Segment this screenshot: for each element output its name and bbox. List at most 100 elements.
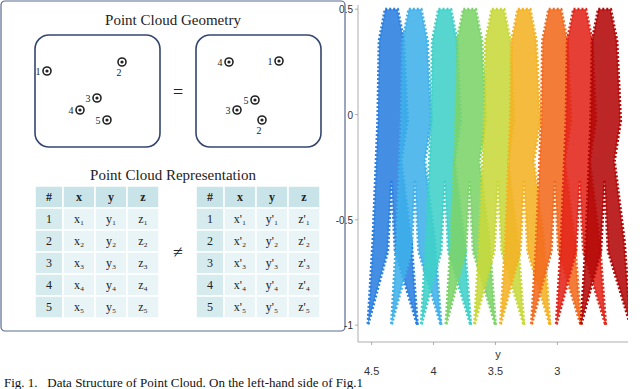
point-dot xyxy=(235,108,238,111)
table-cell xyxy=(35,208,63,230)
point-label: 2 xyxy=(117,67,122,78)
y-tick-label: 0.5 xyxy=(339,4,353,15)
table-text: 3 xyxy=(207,256,213,270)
table-text: y'₃ xyxy=(266,256,278,270)
point-dot xyxy=(120,60,123,63)
table-text: x₃ xyxy=(74,256,84,270)
table-cell xyxy=(63,208,95,230)
point-dot xyxy=(45,69,48,72)
table-cell xyxy=(224,186,256,208)
table-text: 5 xyxy=(207,300,213,314)
point-label: 4 xyxy=(218,57,223,68)
table-text: x'₃ xyxy=(234,256,246,270)
x-axis-label: y xyxy=(495,348,501,360)
table-text: z'₃ xyxy=(298,256,310,270)
x-tick xyxy=(557,342,558,345)
point-label: 3 xyxy=(86,93,91,104)
table-text: x'₅ xyxy=(234,300,246,314)
point-ring xyxy=(93,94,101,102)
point-dot xyxy=(277,59,280,62)
table-cell xyxy=(35,186,63,208)
table-cell xyxy=(95,208,127,230)
table-cell xyxy=(196,274,224,296)
not-equal-sign: ≠ xyxy=(173,242,183,262)
point-label: 5 xyxy=(96,115,101,126)
point-ring xyxy=(103,116,111,124)
table-text: y'₄ xyxy=(266,278,278,292)
x-tick xyxy=(371,342,372,345)
plot-area xyxy=(368,9,628,325)
point-ring xyxy=(258,116,266,124)
figure: Point Cloud Geometry1234541532=Point Clo… xyxy=(0,0,640,389)
point-dot xyxy=(95,96,98,99)
point-ring xyxy=(43,67,51,75)
point-table: #xyz1x'₁y'₁z'₁2x'₂y'₂z'₂3x'₃y'₃z'₃4x'₄y'… xyxy=(196,186,320,318)
table-cell xyxy=(63,186,95,208)
point-label: 1 xyxy=(268,56,273,67)
table-cell xyxy=(196,208,224,230)
x-tick-label: 4 xyxy=(430,365,436,377)
x-tick xyxy=(433,342,434,345)
table-text: z'₅ xyxy=(298,300,310,314)
table-cell xyxy=(95,186,127,208)
table-header: # xyxy=(46,190,52,204)
table-cell xyxy=(127,296,159,318)
table-text: x'₁ xyxy=(234,212,246,226)
point-ring xyxy=(275,57,283,65)
point-table: #xyz1x₁y₁z₁2x₂y₂z₂3x₃y₃z₃4x₄y₄z₄5x₅y₅z₅ xyxy=(35,186,159,318)
table-header: # xyxy=(207,190,213,204)
chart: 4.543.530.50-0.5-1y xyxy=(336,4,631,377)
y-tick xyxy=(355,219,358,220)
table-text: x'₄ xyxy=(234,278,246,292)
table-text: 1 xyxy=(207,212,213,226)
geometry-box: 41532 xyxy=(196,35,321,147)
table-text: 2 xyxy=(207,234,213,248)
panel-frame xyxy=(1,1,345,331)
point-label: 5 xyxy=(244,95,249,106)
point-ring xyxy=(76,106,84,114)
table-cell xyxy=(256,208,288,230)
table-cell xyxy=(256,252,288,274)
table-text: 3 xyxy=(46,256,52,270)
y-axis-line xyxy=(358,5,359,342)
table-cell xyxy=(127,252,159,274)
table-text: 4 xyxy=(46,278,52,292)
table-text: x₄ xyxy=(74,278,84,292)
table-text: z₄ xyxy=(138,278,148,292)
point-ring xyxy=(118,58,126,66)
table-cell xyxy=(288,252,320,274)
table-cell xyxy=(95,274,127,296)
geometry-frame xyxy=(196,35,321,147)
caption: Fig. 1. Data Structure of Point Cloud. O… xyxy=(4,375,363,389)
equals-sign: = xyxy=(173,82,183,102)
y-tick-label: -0.5 xyxy=(336,215,354,226)
table-cell xyxy=(35,274,63,296)
table-text: z₃ xyxy=(138,256,148,270)
table-cell xyxy=(127,186,159,208)
table-cell xyxy=(288,274,320,296)
y-tick-label: -1 xyxy=(344,320,353,331)
table-text: x₅ xyxy=(74,300,84,314)
y-tick xyxy=(355,325,358,326)
table-cell xyxy=(63,274,95,296)
table-cell xyxy=(196,186,224,208)
point-dot xyxy=(78,108,81,111)
table-cell xyxy=(63,230,95,252)
table-text: y'₁ xyxy=(266,212,278,226)
table-cell xyxy=(63,296,95,318)
table-cell xyxy=(224,296,256,318)
point-dot xyxy=(105,118,108,121)
x-tick xyxy=(495,342,496,345)
y-tick xyxy=(355,114,358,115)
table-text: x₂ xyxy=(74,234,84,248)
table-text: y₁ xyxy=(106,212,116,226)
table-cell xyxy=(256,186,288,208)
table-cell xyxy=(95,230,127,252)
table-text: y₃ xyxy=(106,256,116,270)
point-dot xyxy=(260,118,263,121)
table-cell xyxy=(35,230,63,252)
table-text: 1 xyxy=(46,212,52,226)
point-label: 3 xyxy=(226,105,231,116)
table-header: z xyxy=(140,190,146,204)
table-text: z₁ xyxy=(138,212,148,226)
